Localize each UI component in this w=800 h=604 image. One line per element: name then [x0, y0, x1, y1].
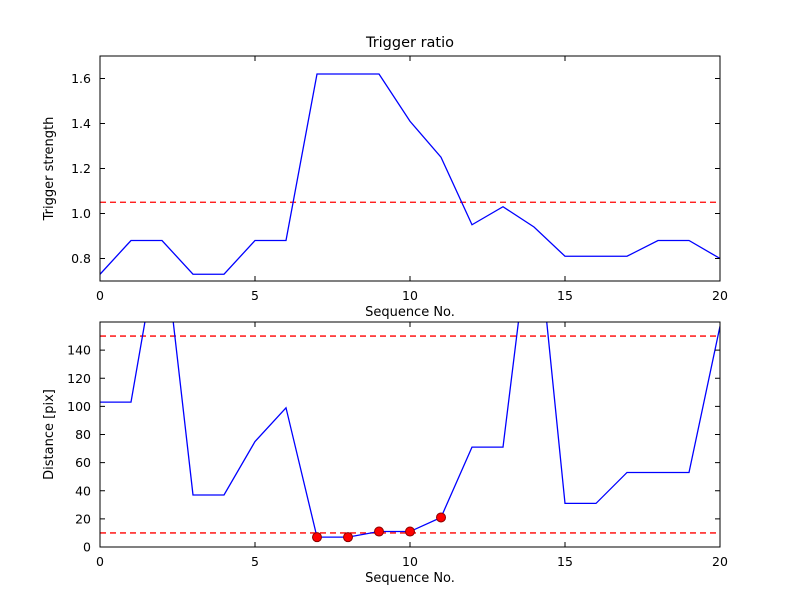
y-tick-label: 120 [67, 371, 91, 386]
axes-frame [99, 321, 721, 548]
y-axis-label: Trigger strength [42, 117, 57, 222]
y-tick-label: 80 [75, 427, 91, 442]
x-tick-label: 0 [96, 288, 104, 303]
data-point-marker [405, 526, 415, 537]
chart-title: Trigger ratio [365, 35, 454, 51]
x-tick-label: 5 [251, 554, 259, 569]
y-tick-label: 0 [83, 540, 91, 555]
x-tick-label: 15 [557, 554, 573, 569]
y-tick-label: 1.0 [71, 206, 91, 221]
data-point-marker [436, 512, 446, 523]
x-tick-label: 10 [402, 288, 418, 303]
x-tick-label: 0 [96, 554, 104, 569]
x-axis-label: Sequence No. [365, 305, 455, 320]
x-tick-label: 20 [712, 288, 728, 303]
x-tick-label: 5 [251, 288, 259, 303]
x-tick-label: 20 [712, 554, 728, 569]
y-tick-label: 60 [75, 455, 91, 470]
y-axis-label: Distance [pix] [42, 389, 57, 480]
y-tick-label: 40 [75, 483, 91, 498]
y-tick-label: 20 [75, 511, 91, 526]
x-tick-label: 15 [557, 288, 573, 303]
y-tick-label: 100 [67, 399, 91, 414]
data-point-marker [374, 526, 384, 537]
y-tick-label: 0.8 [71, 251, 91, 266]
plot-line-distance [100, 322, 720, 538]
axes-frame [99, 55, 721, 282]
y-tick-label: 1.4 [71, 116, 91, 131]
y-tick-label: 1.6 [71, 71, 91, 86]
plot-line-trigger-strength [100, 73, 720, 275]
data-point-marker [343, 532, 353, 543]
y-tick-label: 140 [67, 343, 91, 358]
y-tick-label: 1.2 [71, 161, 91, 176]
x-axis-label: Sequence No. [365, 571, 455, 586]
data-point-marker [312, 532, 322, 543]
x-tick-label: 10 [402, 554, 418, 569]
